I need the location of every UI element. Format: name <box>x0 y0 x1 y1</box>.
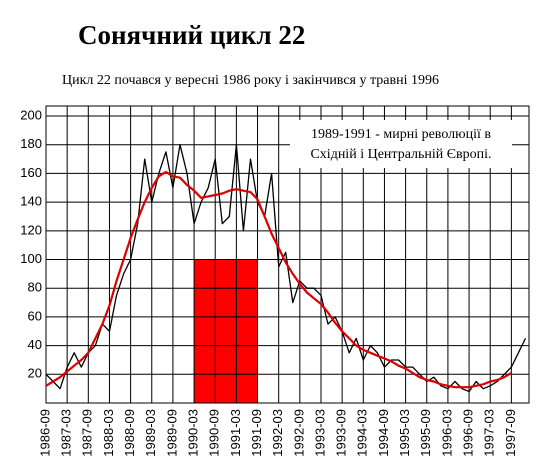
y-tick-label: 20 <box>28 366 42 381</box>
x-tick-label: 1987-03 <box>59 409 74 457</box>
y-tick-label: 100 <box>20 251 42 266</box>
x-tick-label: 1996-03 <box>439 409 454 457</box>
series-line <box>45 144 527 393</box>
annotation: 1989-1991 - мирні революції в <box>311 127 491 142</box>
x-tick-label: 1994-09 <box>376 409 391 457</box>
series-line <box>45 170 512 389</box>
x-tick-label: 1997-03 <box>482 409 497 457</box>
plot-frame <box>45 105 530 404</box>
x-tick-label: 1993-03 <box>312 409 327 457</box>
y-tick-label: 40 <box>28 337 42 352</box>
x-tick-label: 1995-09 <box>418 409 433 457</box>
annotation: Східній і Центральній Європі. <box>310 147 491 162</box>
x-tick-label: 1991-09 <box>249 409 264 457</box>
y-tick-label: 140 <box>20 194 42 209</box>
x-tick-label: 1988-09 <box>122 409 137 457</box>
x-tick-label: 1987-09 <box>80 409 95 457</box>
x-tick-label: 1989-09 <box>164 409 179 457</box>
annotation-box <box>290 120 512 168</box>
x-tick-label: 1988-03 <box>101 409 116 457</box>
y-tick-label: 200 <box>20 107 42 122</box>
y-tick-label: 60 <box>28 308 42 323</box>
x-tick-label: 1986-09 <box>37 409 52 457</box>
chart-subtitle: Цикл 22 почався у вересні 1986 року і за… <box>62 73 439 88</box>
x-tick-label: 1992-09 <box>291 409 306 457</box>
y-tick-label: 160 <box>20 165 42 180</box>
chart-title: Сонячний цикл 22 <box>78 20 305 50</box>
x-tick-label: 1990-03 <box>186 409 201 457</box>
highlight-bar <box>194 259 258 403</box>
y-tick-label: 120 <box>20 222 42 237</box>
x-tick-label: 1992-03 <box>270 409 285 457</box>
x-tick-label: 1990-09 <box>207 409 222 457</box>
x-tick-label: 1996-09 <box>461 409 476 457</box>
plot-area: 20 40 60 80 100 120 140 160 180 200 1986-09 1987-03… <box>20 105 530 457</box>
x-tick-label: 1995-03 <box>397 409 412 457</box>
x-tick-label: 1989-03 <box>143 409 158 457</box>
x-tick-label: 1994-03 <box>355 409 370 457</box>
x-tick-label: 1993-09 <box>334 409 349 457</box>
x-tick-label: 1991-03 <box>228 409 243 457</box>
x-tick-label: 1997-09 <box>503 409 518 457</box>
y-tick-label: 80 <box>28 280 42 295</box>
y-tick-label: 180 <box>20 136 42 151</box>
